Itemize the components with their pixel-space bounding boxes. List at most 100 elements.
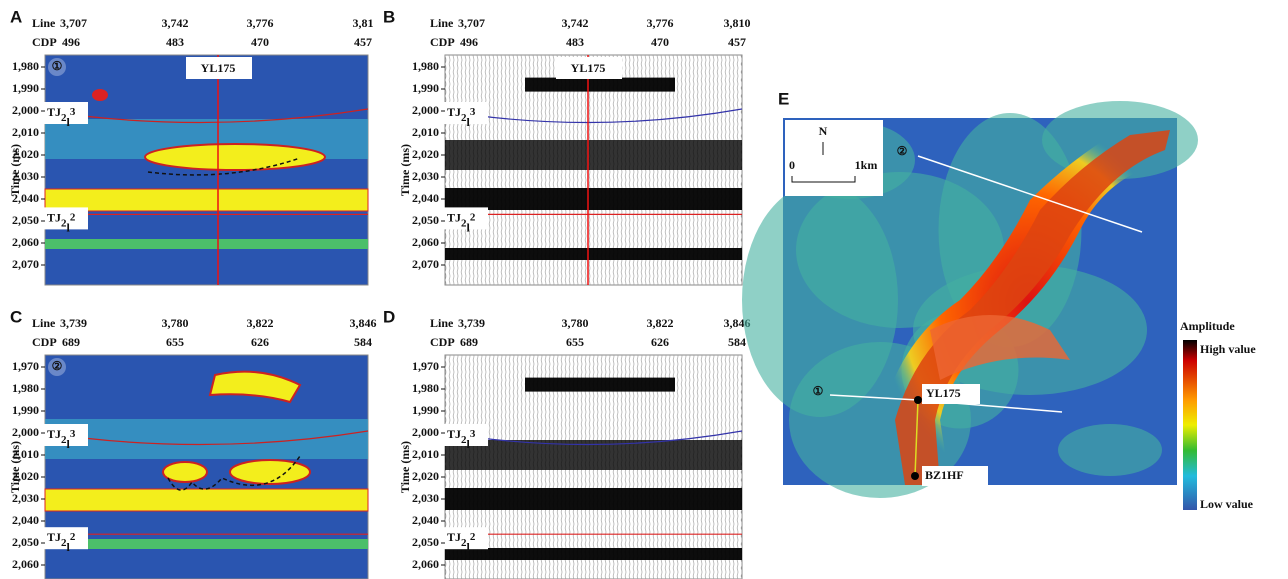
horizon-text: TJ2l3 <box>47 427 76 451</box>
panel-letter: C <box>10 307 22 326</box>
y-tick-label: 2,040 <box>12 513 39 527</box>
cdp-tick: 457 <box>728 35 746 49</box>
y-tick-label: 2,020 <box>412 469 439 483</box>
well-dot <box>911 472 919 480</box>
well-label: YL175 <box>926 386 961 400</box>
cdp-label: CDP <box>32 335 57 349</box>
body <box>144 143 326 171</box>
y-tick-label: 2,030 <box>412 491 439 505</box>
label-box <box>444 424 488 446</box>
y-tick-label: 1,990 <box>412 403 439 417</box>
trough <box>445 188 742 210</box>
label-box <box>44 102 88 124</box>
marker: ① <box>813 384 824 398</box>
band <box>44 188 369 212</box>
horizon-letter: l <box>67 220 71 234</box>
y-tick-label: 1,990 <box>412 81 439 95</box>
y-tick-label: 1,980 <box>412 381 439 395</box>
horizon-label: TJ2l3 <box>44 102 88 129</box>
arrow-path <box>167 455 301 491</box>
horizon-sub: 2 <box>61 537 67 549</box>
north: N <box>819 124 828 138</box>
horizon-letter: l <box>67 540 71 554</box>
marker: ② <box>52 359 63 373</box>
y-tick-label: 1,980 <box>412 59 439 73</box>
horizon-sup: 2 <box>70 531 76 543</box>
y-tick-label: 2,030 <box>412 169 439 183</box>
line-label: Line <box>430 16 454 30</box>
y-tick-label: 1,990 <box>12 81 39 95</box>
horizon-sup: 3 <box>470 428 476 440</box>
band <box>45 539 368 549</box>
cdp-label: CDP <box>430 335 455 349</box>
trough <box>445 488 742 510</box>
label-box <box>444 102 488 124</box>
cdp-label: CDP <box>430 35 455 49</box>
horizon-text: TJ2l2 <box>47 530 76 554</box>
horizon-letter: l <box>467 437 471 451</box>
cdp-tick: 496 <box>62 35 80 49</box>
horizon-sup: 2 <box>70 211 76 223</box>
line-tick: 3,742 <box>162 16 189 30</box>
y-tick-label: 2,000 <box>12 103 39 117</box>
line-tick: 3,707 <box>60 16 87 30</box>
panel-letter: A <box>10 7 22 26</box>
horizon-sub: 2 <box>461 434 467 446</box>
horizon-sup: 3 <box>470 106 476 118</box>
y-tick-label: 2,020 <box>412 147 439 161</box>
cdp-tick: 689 <box>460 335 478 349</box>
horizon-text: TJ2l3 <box>47 105 76 129</box>
horizon-main: TJ <box>447 210 461 224</box>
cdp-tick: 470 <box>651 35 669 49</box>
y-tick-label: 2,070 <box>412 257 439 271</box>
cdp-tick: 689 <box>62 335 80 349</box>
horizon-sup: 2 <box>470 211 476 223</box>
line-tick: 3,822 <box>247 316 274 330</box>
horizon-sup: 3 <box>70 106 76 118</box>
line-tick: 3,780 <box>162 316 189 330</box>
horizon-letter: l <box>67 115 71 129</box>
line-tick: 3,739 <box>60 316 87 330</box>
y-tick-label: 2,000 <box>412 103 439 117</box>
line-tick: 3,822 <box>647 316 674 330</box>
cdp-tick: 626 <box>251 335 269 349</box>
label-box <box>44 527 88 550</box>
label-box <box>186 57 252 79</box>
marker: ② <box>897 144 908 158</box>
body <box>229 459 311 485</box>
y-tick-label: 2,010 <box>412 447 439 461</box>
y-tick-label: 1,970 <box>412 359 439 373</box>
color-bar <box>1183 340 1197 510</box>
section-trace <box>829 394 919 401</box>
horizon-label: TJ2l2 <box>444 527 488 554</box>
horizon-text: TJ2l3 <box>447 427 476 451</box>
well-label: YL175 <box>201 61 236 75</box>
y-tick-label: 2,050 <box>412 213 439 227</box>
label-box <box>556 57 622 79</box>
y-tick-label: 1,970 <box>12 359 39 373</box>
horizon-label: TJ2l3 <box>444 424 488 451</box>
y-tick-label: 2,020 <box>12 469 39 483</box>
cdp-tick: 457 <box>354 35 372 49</box>
horizon-letter: l <box>467 115 471 129</box>
horizon-label: TJ2l3 <box>44 424 88 451</box>
line-label: Line <box>430 316 454 330</box>
y-tick-label: 2,060 <box>12 235 39 249</box>
horizon-main: TJ <box>47 210 61 224</box>
y-tick-label: 2,010 <box>12 447 39 461</box>
trough <box>445 140 742 170</box>
line-tick: 3,776 <box>247 16 274 30</box>
cdp-tick: 496 <box>460 35 478 49</box>
cdp-tick: 483 <box>166 35 184 49</box>
marker-circle <box>48 58 66 76</box>
north-box <box>785 120 883 196</box>
horizon-letter: l <box>467 220 471 234</box>
horizon-sub: 2 <box>461 217 467 229</box>
y-tick-label: 2,040 <box>412 513 439 527</box>
line-label: Line <box>32 16 56 30</box>
well-label: BZ1HF <box>925 468 964 482</box>
horizon-text: TJ2l2 <box>47 210 76 234</box>
cdp-tick: 483 <box>566 35 584 49</box>
y-tick-label: 2,000 <box>412 425 439 439</box>
trough <box>525 77 675 92</box>
